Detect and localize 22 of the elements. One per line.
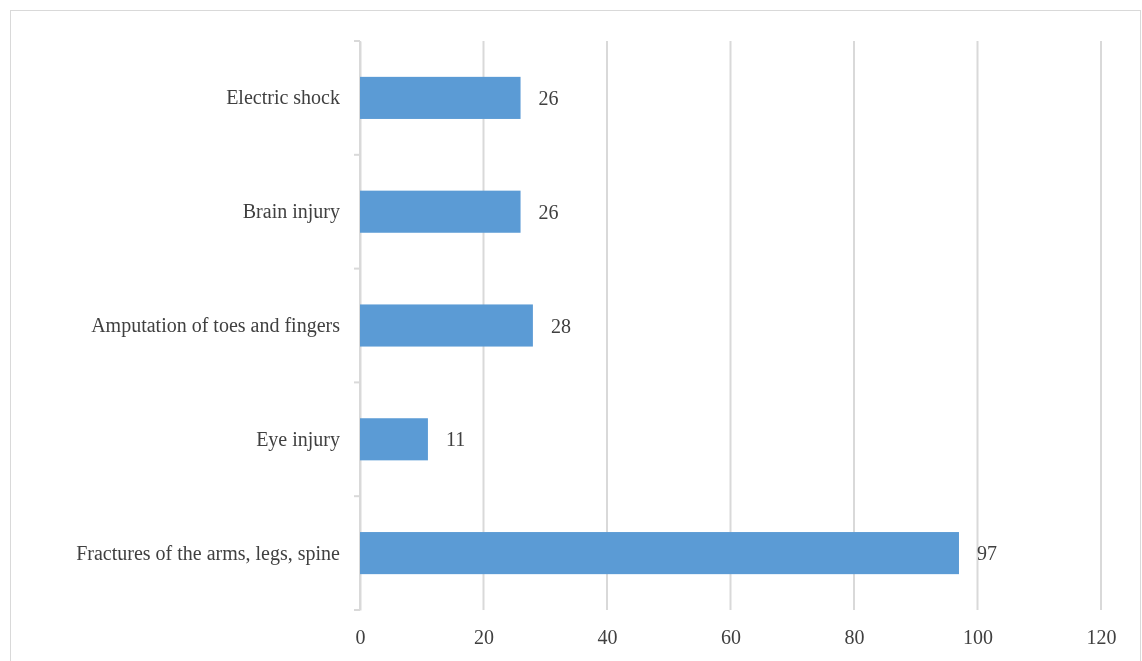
x-tick-label: 100 xyxy=(963,626,993,649)
x-tick-label: 120 xyxy=(1086,626,1117,649)
bar xyxy=(360,190,521,233)
bar xyxy=(360,304,533,347)
y-tick-label: Eye injury xyxy=(256,427,340,451)
bar xyxy=(360,76,521,119)
x-tick-label: 0 xyxy=(355,626,366,649)
data-label: 11 xyxy=(445,428,466,451)
data-label: 26 xyxy=(538,200,559,223)
y-tick-label: Fractures of the arms, legs, spine xyxy=(76,541,341,565)
x-tick-label: 40 xyxy=(597,626,618,649)
bar xyxy=(360,532,959,575)
bar xyxy=(360,418,428,461)
data-label: 97 xyxy=(976,542,997,565)
y-tick-label: Electric shock xyxy=(226,86,340,109)
y-tick-label: Amputation of toes and fingers xyxy=(91,313,341,337)
y-tick-label: Brain injury xyxy=(242,200,340,224)
data-label: 26 xyxy=(538,86,559,109)
x-tick-label: 20 xyxy=(474,626,494,649)
x-tick-label: 80 xyxy=(844,626,865,649)
x-tick-label: 60 xyxy=(721,626,741,649)
data-label: 28 xyxy=(550,314,571,337)
